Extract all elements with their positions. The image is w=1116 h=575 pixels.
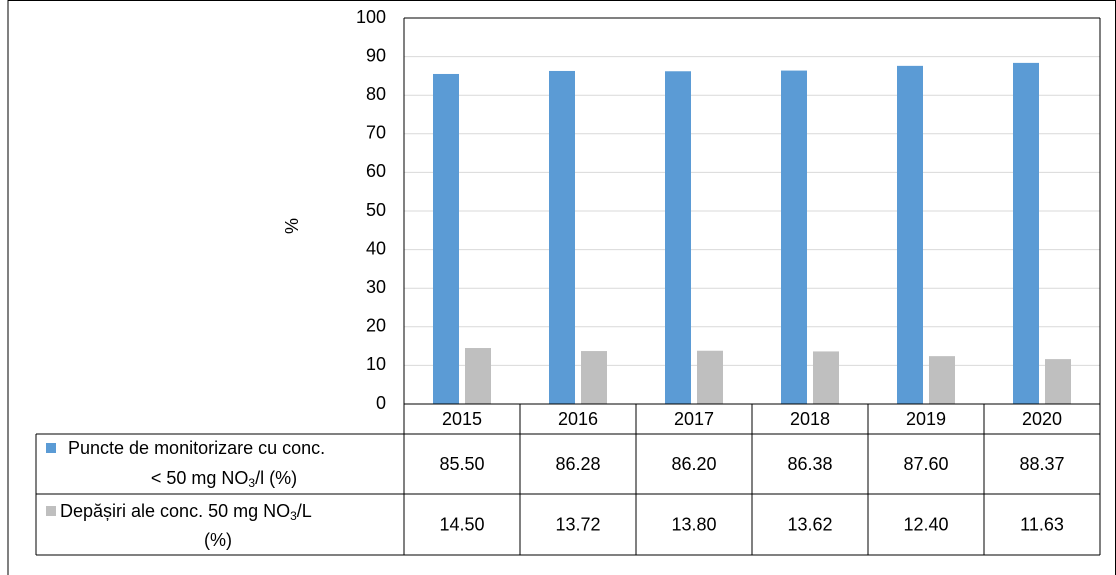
bar-series-2-2015 xyxy=(465,348,491,404)
legend-label-series-2-line2: (%) xyxy=(204,530,232,550)
bar-series-2-2018 xyxy=(813,351,839,404)
legend-text: /L xyxy=(297,501,312,521)
data-label: 11.63 xyxy=(1020,514,1064,534)
data-label: 86.20 xyxy=(671,454,716,474)
data-label: 14.50 xyxy=(439,514,484,534)
bars xyxy=(433,62,1071,405)
y-tick-label: 90 xyxy=(366,45,386,65)
data-label: 13.62 xyxy=(787,514,832,534)
legend-text: < 50 mg NO xyxy=(151,468,249,488)
y-tick-label: 60 xyxy=(366,161,386,181)
bar-series-2-2019 xyxy=(929,356,955,404)
y-tick-label: 100 xyxy=(356,7,386,27)
bar-series-1-2019 xyxy=(897,65,923,404)
legend-key-series-2 xyxy=(46,506,56,516)
bar-series-2-2017 xyxy=(697,350,723,404)
y-tick-label: 40 xyxy=(366,238,386,258)
bar-series-2-2020 xyxy=(1045,359,1071,404)
data-label: 13.72 xyxy=(555,514,600,534)
data-label: 88.37 xyxy=(1019,454,1064,474)
data-label: 13.80 xyxy=(671,514,716,534)
y-tick-label: 50 xyxy=(366,200,386,220)
y-axis-label: % xyxy=(282,218,302,234)
y-tick-label: 30 xyxy=(366,277,386,297)
subscript: 3 xyxy=(290,509,297,523)
bar-series-1-2015 xyxy=(433,73,459,404)
y-tick-label: 0 xyxy=(376,393,386,413)
x-category-label: 2018 xyxy=(790,409,830,429)
x-category-label: 2015 xyxy=(442,409,482,429)
data-label: 86.28 xyxy=(555,454,600,474)
x-category-label: 2020 xyxy=(1022,409,1062,429)
subscript: 3 xyxy=(248,476,255,490)
gridlines xyxy=(404,17,1100,366)
legend-key-series-1 xyxy=(46,443,56,453)
legend-label-series-1-line2: < 50 mg NO3/l (%) xyxy=(151,468,297,490)
data-table: 2015 2016 2017 2018 2019 2020 85.50 86.28 86.20 8… xyxy=(35,17,1101,556)
bar-series-2-2016 xyxy=(581,351,607,404)
x-category-label: 2019 xyxy=(906,409,946,429)
y-tick-label: 80 xyxy=(366,84,386,104)
bar-series-1-2018 xyxy=(781,70,807,405)
bar-series-1-2017 xyxy=(665,71,691,404)
x-category-label: 2017 xyxy=(674,409,714,429)
legend-text: /l (%) xyxy=(255,468,297,488)
data-label: 87.60 xyxy=(903,454,948,474)
legend-label-series-2-line1: Depășiri ale conc. 50 mg NO3/L xyxy=(60,501,312,523)
x-category-label: 2016 xyxy=(558,409,598,429)
data-label: 86.38 xyxy=(787,454,832,474)
bar-series-1-2016 xyxy=(549,70,575,404)
data-label: 12.40 xyxy=(903,514,948,534)
y-axis-ticks: 0 10 20 30 40 50 60 70 80 90 100 xyxy=(356,7,386,413)
bar-series-1-2020 xyxy=(1013,62,1039,405)
y-tick-label: 20 xyxy=(366,316,386,336)
data-label: 85.50 xyxy=(439,454,484,474)
y-tick-label: 70 xyxy=(366,123,386,143)
legend-text: Depășiri ale conc. 50 mg NO xyxy=(60,501,290,521)
legend-label-series-1-line1: Puncte de monitorizare cu conc. xyxy=(68,438,325,458)
y-tick-label: 10 xyxy=(366,354,386,374)
